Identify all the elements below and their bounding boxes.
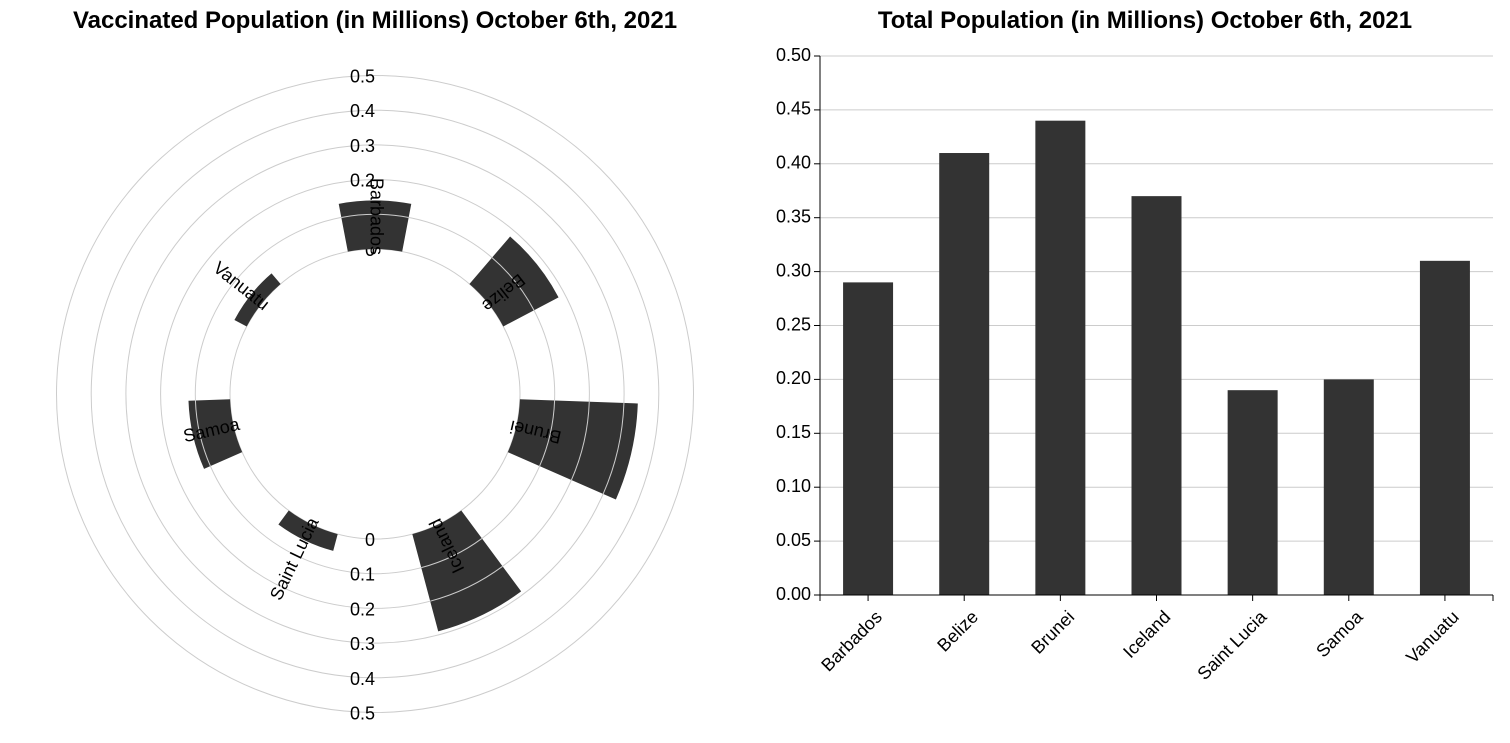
radial-grid-circle xyxy=(229,248,521,540)
radial-tick-label-bottom: 0.3 xyxy=(350,634,375,654)
x-axis-tick-label-saint-lucia: Saint Lucia xyxy=(1193,606,1271,684)
bar-barbados xyxy=(843,282,894,595)
radial-category-label-barbados: Barbados xyxy=(366,178,386,255)
radial-bars xyxy=(188,200,638,632)
radial-grid-circle xyxy=(90,109,660,679)
radial-bar-gridline xyxy=(341,213,409,218)
radial-bar-gridline xyxy=(194,400,211,467)
radial-bar-gridline xyxy=(421,538,483,569)
radial-tick-label-bottom: 0.4 xyxy=(350,669,375,689)
x-axis-tick-label-vanuatu: Vanuatu xyxy=(1402,607,1463,668)
radial-bar-chart: 000.10.10.20.20.30.30.40.40.50.5Barbados… xyxy=(56,67,694,724)
radial-bar-saint-lucia xyxy=(278,510,338,551)
radial-bar-brunei xyxy=(507,399,638,500)
radial-tick-label-bottom: 0.1 xyxy=(350,565,375,585)
y-axis-tick-label: 0.25 xyxy=(776,314,811,334)
y-axis-tick-label: 0.20 xyxy=(776,368,811,388)
radial-bar-gridline xyxy=(491,257,535,311)
radial-tick-label-top: 0.5 xyxy=(350,67,375,87)
radial-bar-gridline xyxy=(602,402,625,495)
radial-tick-label-top: 0 xyxy=(365,240,375,260)
y-axis-tick-label: 0.45 xyxy=(776,99,811,119)
y-axis-tick-label: 0.30 xyxy=(776,260,811,280)
x-axis-tick-label-brunei: Brunei xyxy=(1027,607,1078,658)
bar-series xyxy=(843,120,1470,596)
bar-iceland xyxy=(1131,196,1182,595)
bar-belize xyxy=(939,153,990,595)
radial-tick-labels: 000.10.10.20.20.30.30.40.40.50.5 xyxy=(350,67,375,724)
bar-chart: 0.00 0.05 0.10 0.15 0.20 0.25 0.30 0.35 0.40 0.45… xyxy=(776,45,1494,684)
y-axis-tick-label: 0.00 xyxy=(776,584,811,604)
x-axis: Barbados Belize Brunei Iceland Saint Lucia Sa… xyxy=(817,594,1494,684)
y-axis-tick-label: 0.50 xyxy=(776,45,811,65)
y-axis-tick-label: 0.35 xyxy=(776,206,811,226)
radial-grid-circle xyxy=(56,75,694,713)
radial-tick-label-bottom: 0 xyxy=(365,530,375,550)
y-axis-tick-label: 0.05 xyxy=(776,530,811,550)
radial-tick-label-top: 0.4 xyxy=(350,101,375,121)
radial-bar-iceland xyxy=(412,510,522,632)
radial-tick-label-top: 0.3 xyxy=(350,136,375,156)
radial-grid-circle xyxy=(125,144,625,644)
bar-saint-lucia xyxy=(1227,390,1278,595)
radial-bar-gridline xyxy=(570,401,590,481)
y-axis-tick-label: 0.10 xyxy=(776,476,811,496)
bar-chart-title: Total Population (in Millions) October 6… xyxy=(877,7,1413,34)
radial-grid-circle xyxy=(160,179,590,609)
radial-grid xyxy=(56,75,694,713)
y-axis-tick-label: 0.40 xyxy=(776,153,811,173)
radial-tick-label-bottom: 0.5 xyxy=(350,704,375,724)
radial-bar-gridline xyxy=(430,565,503,602)
bar-vanuatu xyxy=(1419,260,1470,595)
radial-bar-gridline xyxy=(539,400,556,467)
radial-bar-barbados xyxy=(338,200,412,252)
radial-tick-label-bottom: 0.2 xyxy=(350,599,375,619)
radial-bar-belize xyxy=(469,236,559,327)
radial-tick-label-top: 0.2 xyxy=(350,171,375,191)
y-axis: 0.00 0.05 0.10 0.15 0.20 0.25 0.30 0.35 0.40 0.45… xyxy=(776,45,821,604)
bar-brunei xyxy=(1035,120,1086,596)
x-axis-tick-label-samoa: Samoa xyxy=(1312,606,1367,661)
radial-bar-samoa xyxy=(188,399,243,469)
x-axis-tick-label-iceland: Iceland xyxy=(1119,607,1174,662)
bar-samoa xyxy=(1323,379,1374,595)
radial-bar-vanuatu xyxy=(234,273,281,327)
y-axis-tick-label: 0.15 xyxy=(776,422,811,442)
radial-chart-title: Vaccinated Population (in Millions) Octo… xyxy=(72,7,678,34)
x-axis-tick-label-barbados: Barbados xyxy=(817,607,886,676)
radial-bar-gridlines xyxy=(194,213,625,602)
x-axis-tick-label-belize: Belize xyxy=(933,607,982,656)
